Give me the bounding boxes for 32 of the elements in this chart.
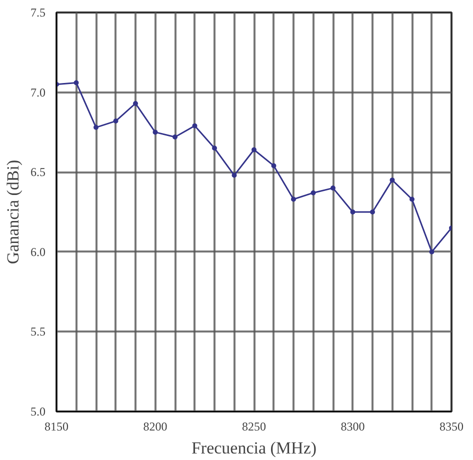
point [152,130,158,135]
x-tick-label: 8200 [143,420,168,434]
y-tick-label: 7.5 [30,6,46,20]
x-tick-label: 8350 [440,420,464,434]
point [74,80,79,86]
y-tick-label: 6.5 [30,165,46,180]
point [330,186,336,191]
point [133,100,138,106]
x-tick-label: 8150 [44,420,68,434]
y-tick-label: 7.0 [30,85,46,100]
y-tick-label: 5.5 [30,324,46,339]
point [172,134,178,140]
point [310,190,316,196]
x-tick-label: 8250 [242,420,266,434]
point [212,146,217,151]
point [252,147,256,152]
y-tick-label: 5.0 [30,404,46,418]
point [429,249,434,254]
point [94,124,98,130]
point [410,196,414,202]
x-tick-label: 8300 [340,420,365,434]
point [370,210,375,214]
point [113,118,118,124]
x-axis-title: Frecuencia (MHz) [191,438,317,458]
y-tick-label: 6.0 [30,244,46,259]
point [192,123,198,128]
y-axis-title: Ganancia (dBi) [4,160,22,264]
point [350,210,356,214]
point [271,163,276,168]
point [390,178,395,183]
point [232,172,237,178]
point [291,196,296,202]
